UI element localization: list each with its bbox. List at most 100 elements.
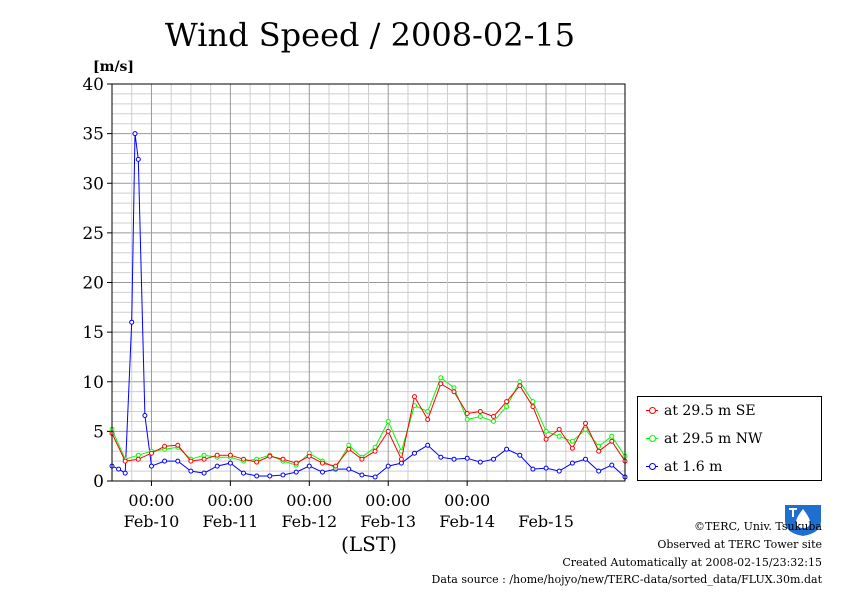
data-point [267, 453, 273, 459]
data-point [543, 465, 549, 471]
data-point [425, 442, 431, 448]
data-point [517, 379, 523, 385]
data-point [201, 456, 207, 462]
data-point [438, 381, 444, 387]
legend-marker-nw [646, 433, 658, 445]
data-point [135, 456, 141, 462]
footer-created: Created Automatically at 2008-02-15/23:3… [562, 556, 822, 569]
y-tick-label: 25 [82, 224, 104, 244]
data-point [320, 469, 325, 475]
data-point [162, 458, 168, 464]
x-tick-time-label: 00:00 [444, 491, 490, 510]
data-point [569, 445, 575, 451]
data-point [346, 442, 352, 448]
plot-frame [111, 83, 626, 482]
data-point [201, 452, 207, 458]
data-point [359, 472, 365, 478]
data-point [451, 385, 457, 391]
y-tick-label: 30 [82, 174, 104, 194]
data-point [556, 426, 562, 432]
data-point [135, 156, 141, 162]
data-point [333, 463, 339, 469]
data-point [491, 418, 496, 424]
data-point [438, 454, 444, 460]
x-tick-date-label: Feb-13 [360, 512, 416, 531]
y-tick-label: 40 [82, 75, 104, 95]
data-point [293, 460, 299, 466]
data-point [122, 470, 128, 476]
x-tick-date-label: Feb-10 [124, 512, 180, 531]
data-point [464, 411, 470, 416]
legend-label-se: at 29.5 m SE [664, 403, 756, 419]
series-line-0 [111, 382, 626, 467]
data-point [372, 448, 378, 454]
data-point [385, 428, 391, 434]
data-point [214, 452, 220, 458]
data-point [451, 456, 457, 462]
data-point [451, 389, 457, 395]
data-point [320, 460, 325, 466]
data-point [596, 468, 602, 474]
data-point [227, 460, 233, 466]
terc-logo [783, 503, 823, 537]
y-tick-label: 20 [82, 274, 104, 294]
data-point [569, 460, 575, 466]
data-point [372, 474, 378, 480]
legend-marker-se [646, 405, 658, 417]
series-2 [109, 131, 628, 480]
x-tick-time-label: 00:00 [207, 491, 253, 510]
data-point [583, 456, 588, 462]
data-point [306, 453, 312, 459]
data-point [609, 438, 615, 444]
legend-label-nw: at 29.5 m NW [664, 431, 763, 447]
data-point [425, 409, 431, 414]
series-0 [109, 381, 628, 469]
data-point [530, 404, 536, 410]
data-point [385, 463, 391, 469]
data-point [517, 452, 523, 458]
x-tick-time-label: 00:00 [365, 491, 411, 510]
data-point [425, 417, 431, 422]
grid-lines [112, 84, 625, 481]
terc-logo-icon [785, 505, 821, 536]
x-tick-date-label: Feb-12 [281, 512, 337, 531]
data-point [491, 414, 496, 419]
data-point [241, 470, 246, 476]
footer-copyright: ©TERC, Univ. Tsukuba [693, 520, 822, 533]
data-point [556, 433, 562, 439]
data-point [149, 463, 154, 469]
data-point [412, 450, 417, 456]
data-point [254, 459, 260, 465]
legend-label-low: at 1.6 m [664, 459, 723, 475]
data-point [293, 469, 299, 475]
data-point [477, 414, 483, 419]
data-point [346, 466, 352, 472]
data-point [175, 458, 181, 464]
chart-title: Wind Speed / 2008-02-15 [165, 16, 575, 54]
footer-source: Data source : /home/hojyo/new/TERC-data/… [431, 573, 823, 586]
data-point [556, 468, 562, 474]
legend-item-low: at 1.6 m [646, 457, 722, 477]
data-point [175, 442, 181, 448]
data-point [241, 456, 246, 462]
data-point [132, 131, 138, 137]
data-point [398, 456, 404, 462]
x-tick-time-label: 00:00 [286, 491, 332, 510]
legend: at 29.5 m SE at 29.5 m NW at 1.6 m [637, 396, 822, 481]
y-tick-label: 35 [82, 125, 104, 145]
data-point [142, 413, 148, 418]
data-point [464, 417, 470, 422]
data-point [162, 443, 168, 449]
data-point [530, 466, 536, 472]
data-point [280, 456, 286, 462]
x-axis-label: (LST) [341, 532, 397, 556]
data-point [346, 446, 352, 452]
y-tick-label: 15 [82, 323, 104, 343]
data-point [280, 472, 286, 478]
data-point [464, 455, 470, 461]
data-point [359, 456, 365, 462]
data-point [188, 458, 194, 464]
data-point [530, 399, 536, 405]
data-point [149, 450, 154, 456]
